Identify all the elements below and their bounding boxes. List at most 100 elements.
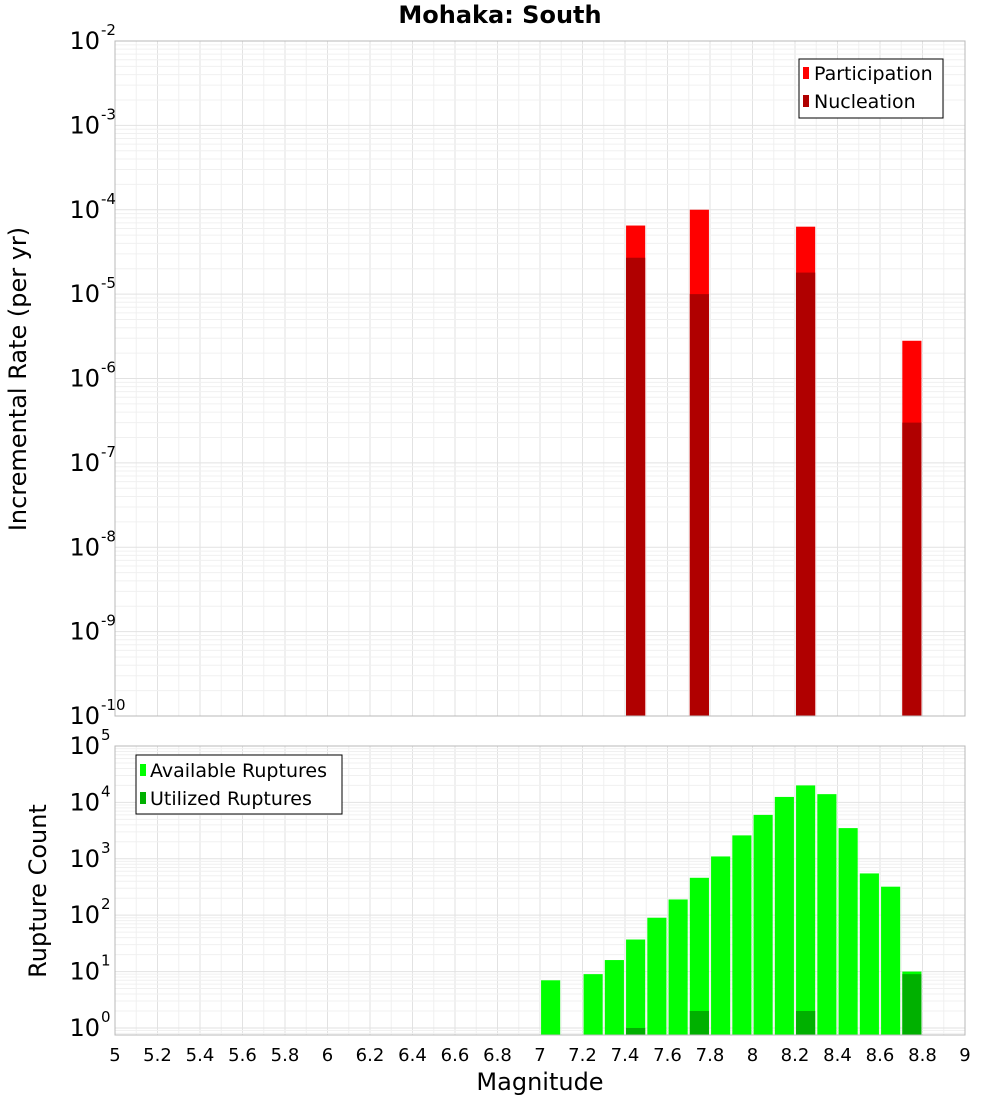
x-axis-ticks: 5 5.2 5.4 5.6 5.8 6 6.2 6.4 6.6 6.8 7 7.2 7.4 7.6 7.8 8…	[109, 1045, 970, 1066]
count-bar-series-0	[604, 960, 624, 1035]
y-tick-base: 10	[69, 196, 100, 224]
y-tick-exponent: -4	[101, 190, 116, 208]
count-bar-series-0	[753, 814, 773, 1035]
count-y-tick-label: 10 3	[69, 839, 110, 873]
legend-swatch-nucleation	[803, 95, 809, 107]
y-tick-base: 10	[69, 449, 100, 477]
count-bar-series-0	[774, 796, 794, 1035]
x-tick-label: 6.6	[441, 1045, 470, 1066]
y-tick-exponent: -2	[101, 21, 116, 39]
top-legend-box	[798, 58, 944, 119]
count-y-tick-label: 10 1	[69, 952, 110, 986]
x-tick-label: 6.4	[398, 1045, 427, 1066]
y-tick-base: 10	[69, 280, 100, 308]
y-tick-exponent: -7	[101, 443, 116, 461]
x-tick-label: 7.8	[696, 1045, 725, 1066]
y-tick-base: 10	[69, 788, 100, 816]
count-y-tick-label: 10 2	[69, 895, 110, 929]
y-tick-exponent: 3	[101, 839, 111, 857]
rate-y-tick-label: 10 -3	[69, 105, 116, 139]
y-tick-exponent: -10	[101, 696, 126, 714]
y-tick-base: 10	[69, 365, 100, 393]
bottom-y-axis-title: Rupture Count	[24, 804, 52, 978]
count-y-tick-label: 10 4	[69, 782, 110, 816]
count-bar-series-1	[689, 1010, 709, 1035]
y-tick-base: 10	[69, 27, 100, 55]
count-bar-series-0	[711, 856, 731, 1035]
y-tick-exponent: 1	[101, 952, 111, 970]
x-tick-label: 7	[534, 1045, 545, 1066]
x-tick-label: 7.6	[653, 1045, 682, 1066]
x-tick-label: 6.2	[356, 1045, 385, 1066]
rate-bar-series-1	[796, 272, 816, 716]
x-axis-title: Magnitude	[476, 1068, 603, 1096]
x-tick-label: 8	[747, 1045, 758, 1066]
x-tick-label: 6.8	[483, 1045, 512, 1066]
count-bar-series-0	[838, 828, 858, 1035]
count-bar-series-1	[796, 1010, 816, 1035]
count-bar-series-0	[817, 794, 837, 1035]
legend-swatch-available	[140, 764, 146, 776]
rate-y-tick-label: 10 -10	[69, 696, 125, 730]
y-tick-base: 10	[69, 1014, 100, 1042]
legend-label-participation: Participation	[814, 63, 933, 85]
count-bar-series-0	[647, 917, 667, 1035]
y-tick-base: 10	[69, 111, 100, 139]
count-bar-series-1	[626, 1027, 646, 1035]
y-tick-base: 10	[69, 732, 100, 760]
rate-y-tick-label: 10 -5	[69, 274, 116, 308]
rate-y-tick-label: 10 -7	[69, 443, 116, 477]
x-tick-label: 7.2	[568, 1045, 597, 1066]
legend-label-available: Available Ruptures	[150, 760, 327, 782]
y-tick-exponent: 2	[101, 895, 111, 913]
legend-label-utilized: Utilized Ruptures	[150, 788, 312, 810]
rate-y-tick-label: 10 -9	[69, 612, 116, 646]
y-tick-base: 10	[69, 958, 100, 986]
count-bar-series-0	[689, 877, 709, 1035]
legend-swatch-participation	[803, 67, 809, 79]
top-panel-frame	[114, 40, 966, 717]
legend-swatch-utilized	[140, 792, 146, 804]
top-panel-grid	[114, 40, 966, 717]
rate-bar-series-1	[902, 422, 922, 716]
y-tick-exponent: -9	[101, 612, 116, 630]
y-tick-base: 10	[69, 901, 100, 929]
count-y-tick-label: 10 5	[69, 726, 110, 760]
y-tick-exponent: -8	[101, 527, 116, 545]
x-tick-label: 8.4	[823, 1045, 852, 1066]
rate-y-tick-label: 10 -6	[69, 359, 116, 393]
legend-label-nucleation: Nucleation	[814, 91, 916, 113]
x-tick-label: 7.4	[611, 1045, 640, 1066]
y-tick-base: 10	[69, 702, 100, 730]
y-tick-exponent: -5	[101, 274, 116, 292]
chart-title: Mohaka: South	[398, 1, 601, 29]
x-tick-label: 8.2	[781, 1045, 810, 1066]
y-tick-base: 10	[69, 533, 100, 561]
rate-bar-series-1	[626, 257, 646, 716]
y-tick-exponent: 5	[101, 726, 111, 744]
y-tick-exponent: -3	[101, 105, 116, 123]
top-panel-bars	[626, 209, 922, 716]
y-tick-exponent: -6	[101, 359, 116, 377]
y-tick-base: 10	[69, 845, 100, 873]
top-y-axis-title: Incremental Rate (per yr)	[4, 227, 32, 531]
x-tick-label: 5	[109, 1045, 120, 1066]
x-tick-label: 5.4	[186, 1045, 215, 1066]
rate-y-tick-label: 10 -2	[69, 21, 116, 55]
count-bar-series-0	[732, 835, 752, 1035]
top-legend: Participation Nucleation	[798, 58, 944, 119]
rate-y-tick-label: 10 -4	[69, 190, 116, 224]
bottom-panel-bars	[541, 785, 922, 1035]
count-bar-series-0	[668, 899, 688, 1035]
count-bar-series-0	[796, 785, 816, 1035]
x-tick-label: 5.6	[228, 1045, 257, 1066]
bottom-legend-box	[135, 754, 343, 815]
y-tick-exponent: 0	[101, 1008, 111, 1026]
x-tick-label: 6	[322, 1045, 333, 1066]
x-tick-label: 9	[959, 1045, 970, 1066]
count-bar-series-0	[881, 886, 901, 1035]
bottom-legend: Available Ruptures Utilized Ruptures	[135, 754, 343, 815]
